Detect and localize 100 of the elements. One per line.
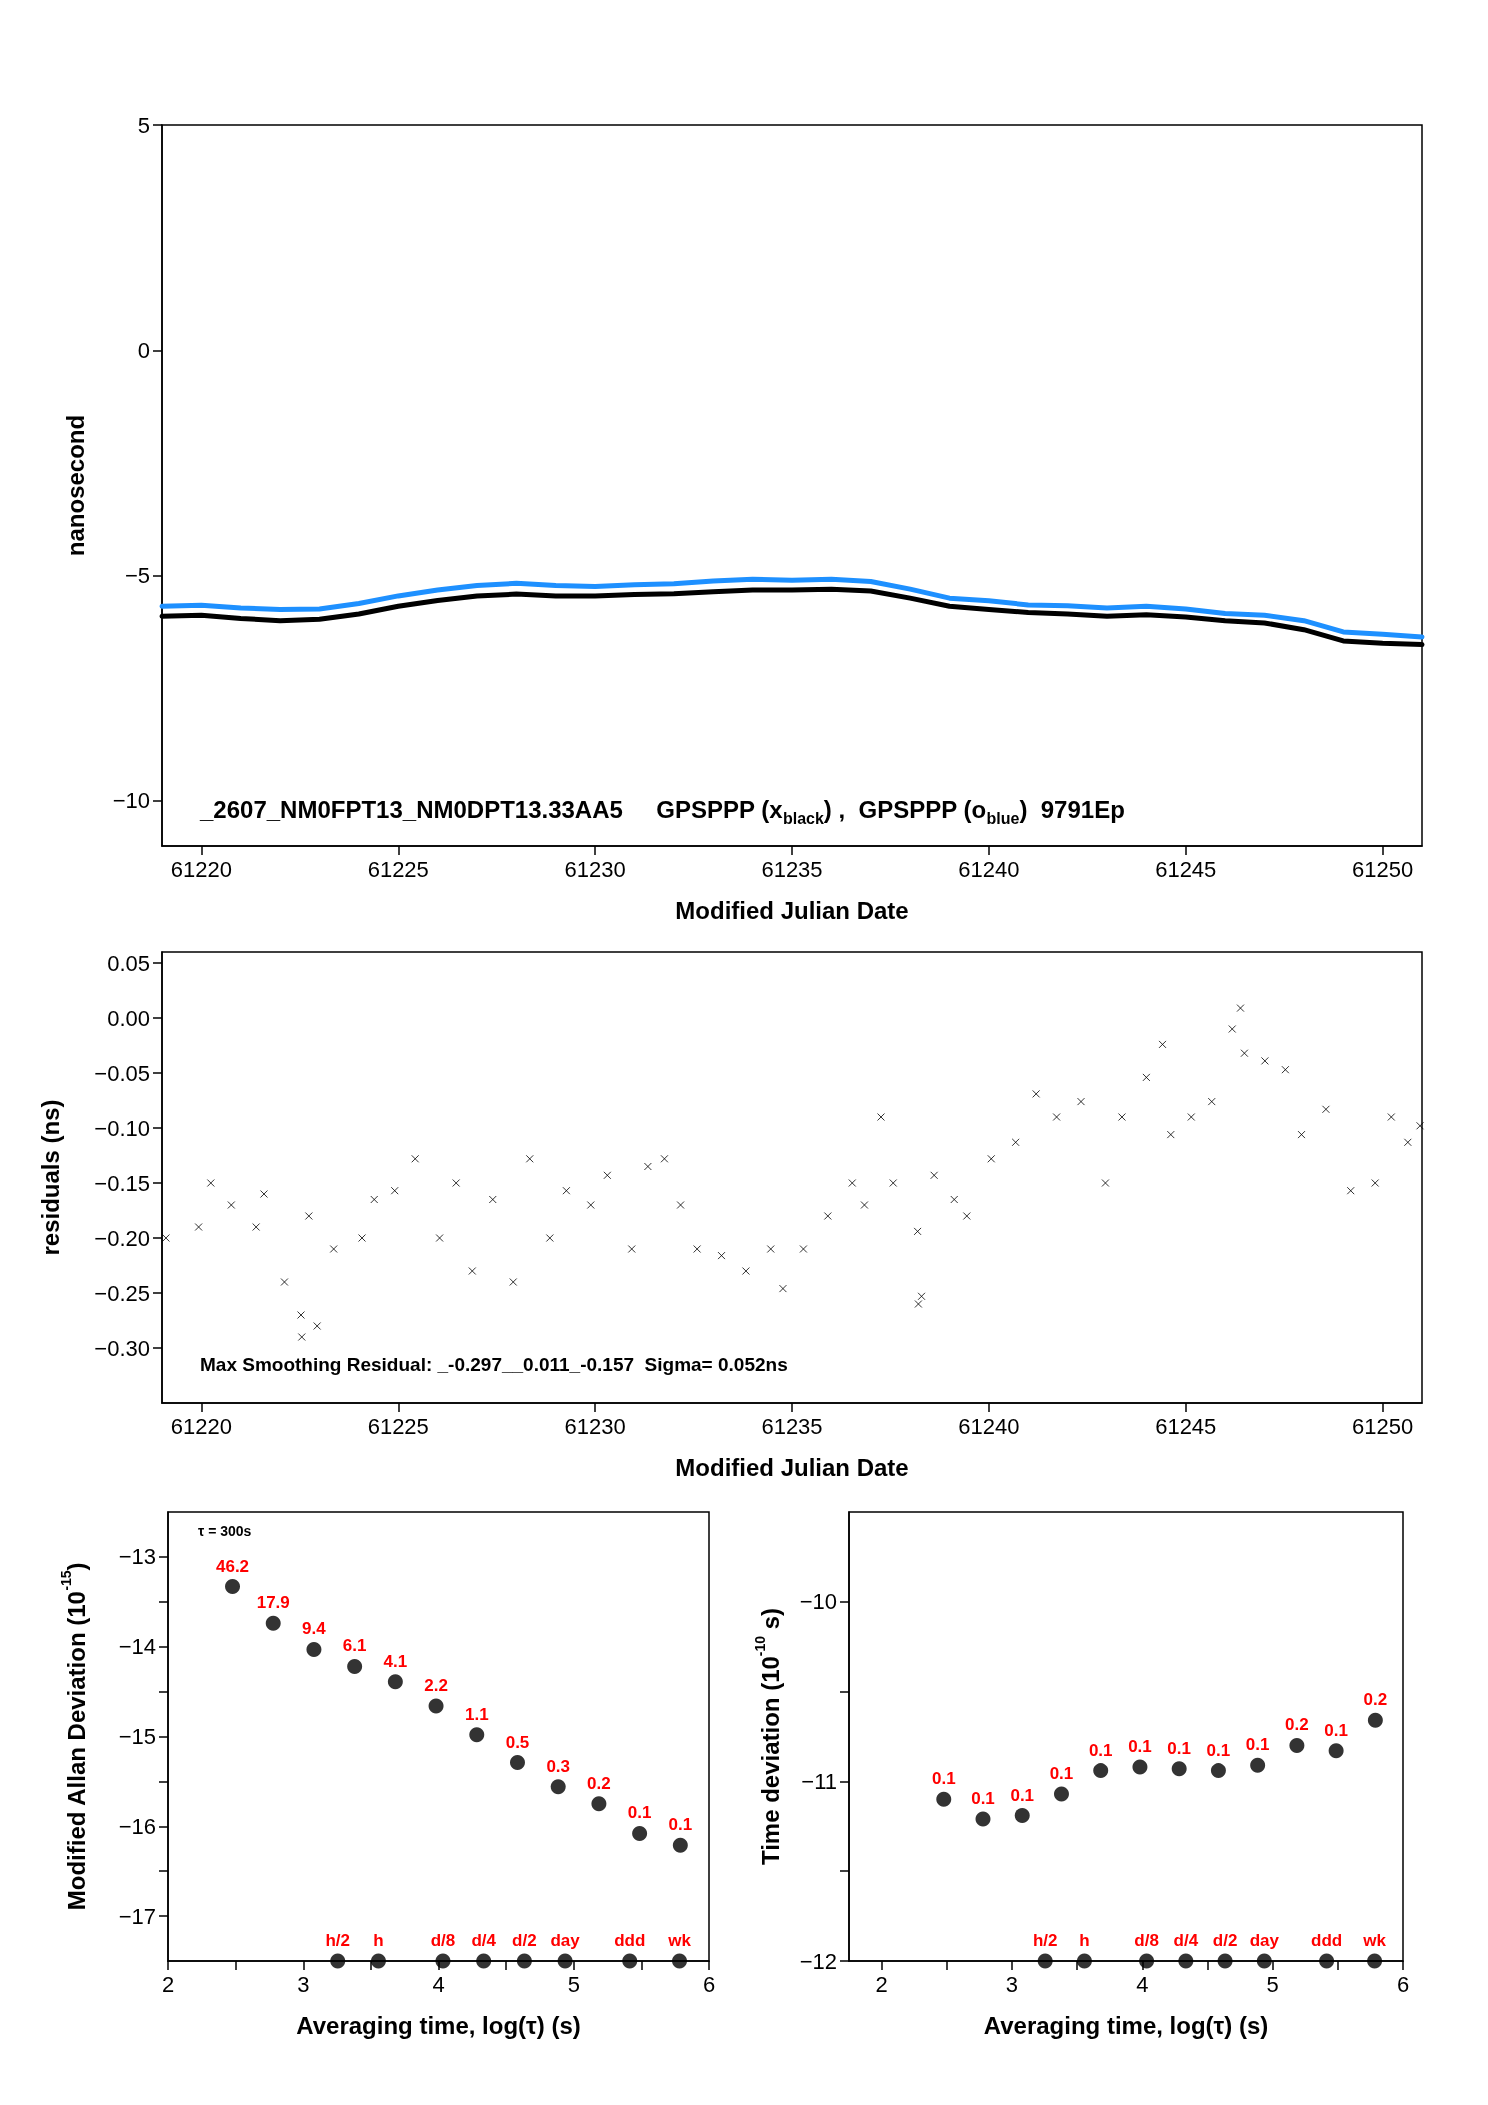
y-tick-label: −17 bbox=[118, 1903, 156, 1929]
y-tick-label: −12 bbox=[799, 1948, 837, 1974]
x-axis-title: Averaging time, log(τ) (s) bbox=[296, 2011, 581, 2039]
y-tick-label: 0 bbox=[137, 337, 150, 363]
annotation: 0.2 bbox=[587, 1773, 611, 1793]
y-tick-label: −0.10 bbox=[94, 1115, 150, 1141]
annotation: 0.1 bbox=[931, 1769, 956, 1789]
point bbox=[1319, 1953, 1335, 1969]
point bbox=[469, 1727, 485, 1743]
x-tick-label: 6 bbox=[702, 1971, 716, 1997]
point bbox=[1037, 1953, 1053, 1969]
x-axis-title: Modified Julian Date bbox=[675, 1453, 909, 1481]
point bbox=[265, 1615, 281, 1631]
x-tick-label: 61240 bbox=[958, 1413, 1020, 1439]
annotation: ddd bbox=[1311, 1931, 1343, 1950]
point bbox=[1178, 1953, 1194, 1969]
point bbox=[516, 1953, 532, 1969]
y-tick-label: −11 bbox=[801, 1768, 837, 1794]
annotation: 0.1 bbox=[1010, 1785, 1035, 1805]
x-tick-label: 61225 bbox=[367, 1413, 429, 1439]
x-tick-label: 61220 bbox=[170, 1413, 232, 1439]
y-axis-title: Modified Allan Deviation (10-15) bbox=[58, 1562, 90, 1911]
annotation: h bbox=[1079, 1931, 1090, 1950]
annotation: 0.1 bbox=[1088, 1740, 1113, 1760]
x-tick-label: 6 bbox=[1396, 1971, 1410, 1997]
x-tick-label: 61245 bbox=[1155, 856, 1217, 882]
y-tick-label: −0.15 bbox=[94, 1170, 150, 1196]
annotation: 0.2 bbox=[1363, 1690, 1388, 1710]
x-tick-label: 5 bbox=[1266, 1971, 1279, 1997]
annotation: 1.1 bbox=[464, 1704, 489, 1724]
y-tick-label: −0.05 bbox=[94, 1060, 150, 1086]
annotation: h bbox=[373, 1931, 384, 1950]
y-tick-label: −16 bbox=[118, 1813, 156, 1839]
point bbox=[1217, 1953, 1233, 1969]
annotation: 6.1 bbox=[342, 1636, 367, 1656]
point bbox=[1256, 1953, 1272, 1969]
annotation: 4.1 bbox=[383, 1651, 408, 1671]
point bbox=[622, 1953, 638, 1969]
x-tick-label: 2 bbox=[161, 1971, 175, 1997]
y-axis-title: nanosecond bbox=[61, 414, 89, 557]
point bbox=[550, 1779, 566, 1795]
point bbox=[225, 1579, 241, 1595]
point bbox=[1367, 1953, 1383, 1969]
x-tick-label: 61225 bbox=[367, 856, 429, 882]
annotation: 0.1 bbox=[971, 1789, 995, 1809]
x-tick-label: 4 bbox=[432, 1971, 445, 1997]
point bbox=[370, 1953, 386, 1969]
annotation: d/2 bbox=[1212, 1931, 1238, 1950]
point bbox=[975, 1811, 991, 1827]
annotation: day bbox=[550, 1931, 581, 1950]
annotation: 9.4 bbox=[302, 1619, 327, 1639]
x-tick-label: 61250 bbox=[1352, 856, 1414, 882]
point bbox=[557, 1953, 573, 1969]
y-tick-label: −0.20 bbox=[94, 1225, 150, 1251]
annotation: day bbox=[1249, 1931, 1280, 1950]
x-tick-label: 61235 bbox=[761, 1413, 823, 1439]
y-tick-label: 0.00 bbox=[107, 1005, 150, 1031]
x-tick-label: 5 bbox=[567, 1971, 580, 1997]
x-tick-label: 61230 bbox=[564, 856, 626, 882]
x-tick-label: 3 bbox=[297, 1971, 310, 1997]
point bbox=[1093, 1763, 1109, 1779]
annotation: 0.1 bbox=[1128, 1737, 1152, 1757]
annotation: wk bbox=[667, 1931, 692, 1950]
y-tick-label: 0.05 bbox=[107, 950, 150, 976]
point bbox=[1250, 1757, 1266, 1773]
annotation: 2.2 bbox=[424, 1675, 448, 1695]
annotation: h/2 bbox=[325, 1931, 351, 1950]
x-axis-title: Averaging time, log(τ) (s) bbox=[983, 2011, 1269, 2039]
y-tick-label: −10 bbox=[799, 1589, 837, 1615]
annotation: 0.1 bbox=[627, 1803, 652, 1823]
annotation: τ = 300s bbox=[198, 1523, 252, 1539]
y-axis-title: Time deviation (10-10 s) bbox=[752, 1607, 784, 1866]
x-axis-title: Modified Julian Date bbox=[675, 896, 909, 924]
point bbox=[1132, 1759, 1148, 1775]
point bbox=[1171, 1761, 1187, 1777]
x-tick-label: 2 bbox=[875, 1971, 888, 1997]
annotation: d/8 bbox=[1134, 1931, 1159, 1950]
point bbox=[1289, 1737, 1305, 1753]
point bbox=[672, 1953, 688, 1969]
point bbox=[1053, 1786, 1069, 1802]
x-tick-label: 61230 bbox=[564, 1413, 626, 1439]
point bbox=[591, 1796, 607, 1812]
annotation: 0.1 bbox=[668, 1815, 693, 1835]
point bbox=[347, 1658, 363, 1674]
annotation: 0.1 bbox=[1049, 1763, 1074, 1783]
y-tick-label: −13 bbox=[118, 1544, 156, 1570]
point bbox=[435, 1953, 451, 1969]
point bbox=[1014, 1808, 1030, 1824]
x-tick-label: 61220 bbox=[170, 856, 232, 882]
point bbox=[1328, 1743, 1344, 1759]
y-tick-label: −10 bbox=[112, 788, 150, 814]
y-tick-label: −14 bbox=[118, 1634, 156, 1660]
point bbox=[632, 1825, 648, 1841]
annotation: 0.1 bbox=[1324, 1720, 1348, 1740]
x-tick-label: 61235 bbox=[761, 856, 823, 882]
annotation: d/8 bbox=[430, 1931, 456, 1950]
y-tick-label: −5 bbox=[124, 563, 150, 589]
annotation: ddd bbox=[614, 1931, 646, 1950]
x-tick-label: 61250 bbox=[1352, 1413, 1414, 1439]
x-tick-label: 61240 bbox=[958, 856, 1020, 882]
